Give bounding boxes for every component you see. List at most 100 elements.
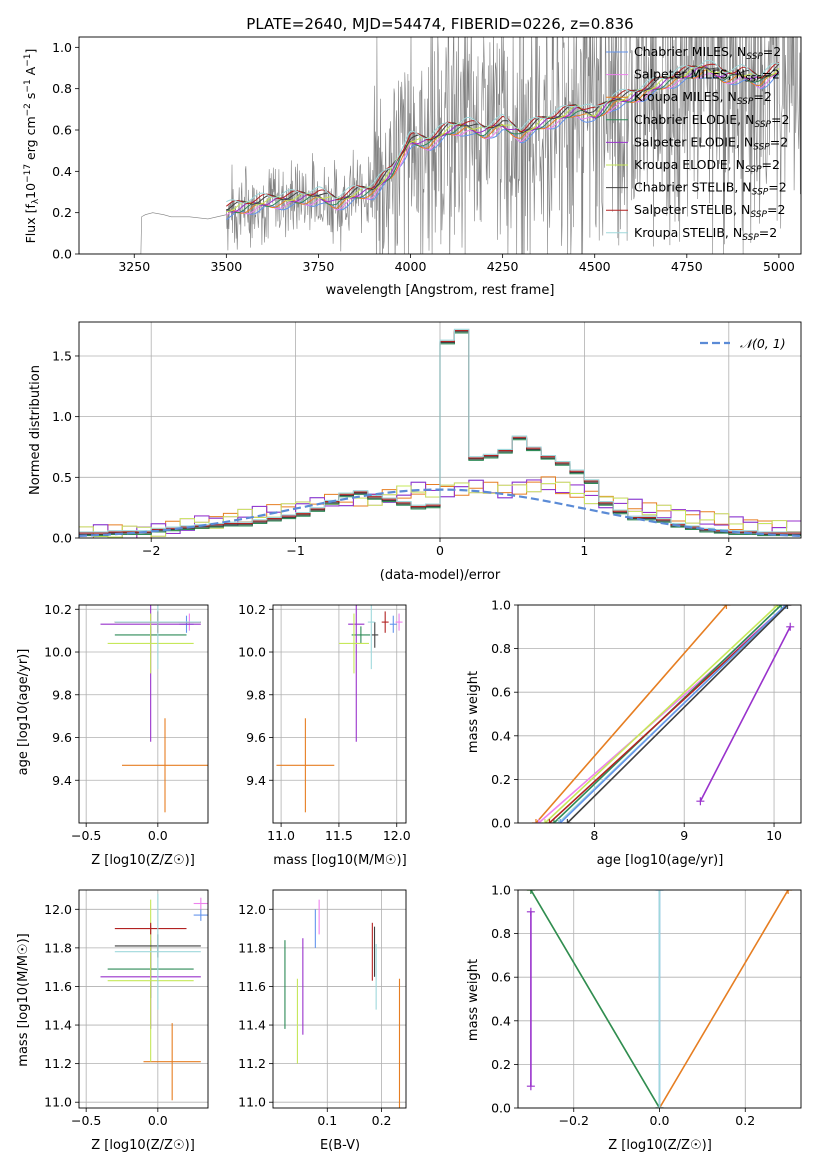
y-label-part: s: [23, 93, 38, 104]
x-tick-label: −1: [286, 543, 304, 558]
x-tick-label: 0.2: [735, 1113, 755, 1128]
axes-frame: [78, 604, 209, 824]
panel-age-vs-Z: −0.5 0.0 9.4 9.6 9.8 10.0 10.2 Z [log10(Z/Z☉)] a…: [16, 602, 209, 868]
legend-nssp-prefix: , N: [737, 112, 754, 127]
weight-marker: [526, 907, 535, 916]
y-axis-label: age [log10(age/yr)]: [16, 649, 31, 776]
legend-nssp-sub: SSP: [752, 188, 769, 198]
legend-nssp-prefix: , N: [736, 134, 753, 149]
x-axis-label: Z [log10(Z/Z☉)]: [91, 853, 195, 868]
axes-frame: [78, 889, 209, 1109]
legend-label: Chabrier ELODIE, NSSP=2: [634, 112, 789, 130]
x-axis-label: wavelength [Angstrom, rest frame]: [326, 283, 555, 298]
weight-marker: [782, 605, 791, 609]
legend-nssp-eq: =: [759, 225, 769, 240]
weight-marker: [531, 819, 540, 823]
y-tick-label: 11.8: [44, 940, 72, 955]
y-axis-label: Normed distribution: [28, 365, 43, 495]
y-axis-label: mass [log10(M/M☉)]: [16, 933, 31, 1066]
x-tick-label: 4500: [579, 259, 611, 274]
x-axis-label: mass [log10(M/M☉)]: [273, 853, 406, 868]
plot-area: [79, 328, 801, 538]
y-tick-label: 0.6: [491, 685, 511, 700]
panel-mass-vs-ebv: 0.1 0.2 11.0 11.2 11.4 11.6 11.8 12.0 E(B-V): [238, 889, 407, 1153]
legend-label: Salpeter ELODIE, NSSP=2: [634, 134, 788, 152]
y-label-part: −17: [23, 164, 33, 183]
weight-lines: [526, 890, 793, 1108]
weight-line-chabrier-miles: [559, 605, 787, 823]
legend-nssp-sub: SSP: [753, 142, 770, 152]
y-tick-label: 0.2: [52, 205, 72, 220]
legend-nssp-prefix: , N: [725, 225, 742, 240]
y-tick-label: 0.6: [491, 970, 511, 985]
y-tick-label: 9.6: [52, 730, 72, 745]
panel-age-vs-mass: 11.0 11.5 12.0 9.4 9.6 9.8 10.0 10.2 mass [log10…: [238, 602, 411, 868]
legend-label: Chabrier STELIB, NSSP=2: [634, 180, 787, 198]
plot-area: [276, 605, 403, 813]
y-label-part: −2: [23, 103, 33, 116]
axes-frame: [78, 321, 802, 539]
panel-residuals: −2 −1 0 1 2 0.0 0.5 1.0 1.5 𝒩(0, 1) (data-model)/e…: [28, 321, 802, 583]
x-tick-label: 8: [590, 828, 598, 843]
weight-marker: [722, 605, 731, 609]
legend-label: Chabrier MILES, NSSP=2: [634, 44, 781, 62]
weight-line-kroupa-elodie: [544, 605, 779, 823]
legend-nssp-value: 2: [781, 112, 789, 127]
y-tick-label: 0.6: [52, 123, 72, 138]
legend-nssp-prefix: , N: [729, 44, 746, 59]
y-label-part: Flux [f: [23, 204, 38, 244]
x-tick-label: 0: [436, 543, 444, 558]
x-tick-label: 4750: [671, 259, 703, 274]
y-tick-label: 0.5: [52, 470, 72, 485]
model-spectrum-chabrier-elodie: [226, 66, 779, 214]
y-tick-label: 12.0: [238, 902, 266, 917]
weight-marker: [783, 605, 792, 609]
plot-area: [526, 890, 793, 1108]
axes-frame: [517, 889, 802, 1109]
y-tick-label: 1.0: [491, 598, 511, 613]
x-tick-label: 4250: [487, 259, 519, 274]
x-tick-label: 2: [725, 543, 733, 558]
errorbars: [100, 605, 208, 813]
y-tick-label: 0.4: [52, 164, 72, 179]
y-axis-label: mass weight: [466, 671, 481, 753]
panel-spectrum: 3250 3500 3750 4000 4250 4500 4750 5000 0.0 0.2 0.…: [23, 36, 802, 298]
x-tick-label: 1: [580, 543, 588, 558]
x-tick-label: 11.0: [267, 828, 295, 843]
y-axis-label: Flux [fλ10−17 erg cm−2 s−1 A−1]: [23, 49, 41, 244]
x-axis-label: Z [log10(Z/Z☉)]: [91, 1138, 195, 1153]
legend-name: Kroupa MILES: [634, 89, 720, 104]
legend-nssp-prefix: , N: [719, 89, 736, 104]
x-tick-label: 11.5: [325, 828, 353, 843]
legend-label: Kroupa STELIB, NSSP=2: [634, 225, 777, 243]
legend-name: Salpeter STELIB: [634, 202, 733, 217]
plot-area: [100, 893, 208, 1101]
y-tick-label: 10.0: [44, 645, 72, 660]
y-tick-label: 9.8: [52, 687, 72, 702]
y-tick-label: 11.4: [44, 1018, 72, 1033]
weight-marker: [526, 1082, 535, 1091]
y-tick-label: 11.6: [238, 979, 266, 994]
errorbars: [276, 605, 403, 813]
legend-nssp-value: 2: [779, 180, 787, 195]
x-tick-label: −2: [142, 543, 160, 558]
y-tick-label: 0.2: [491, 772, 511, 787]
weight-marker: [655, 890, 664, 894]
model-spectrum-kroupa-elodie: [226, 65, 780, 213]
weight-marker: [777, 605, 786, 609]
y-tick-label: 0.4: [491, 728, 511, 743]
y-axis-label: mass weight: [466, 959, 481, 1041]
weight-line-chabrier-stelib: [566, 605, 789, 823]
weight-marker: [549, 819, 558, 823]
weight-marker: [696, 797, 705, 806]
y-tick-label: 10.2: [44, 602, 72, 617]
y-tick-label: 0.0: [52, 531, 72, 546]
legend-nssp-prefix: , N: [728, 67, 745, 82]
y-tick-label: 0.8: [491, 926, 511, 941]
legend-label: Salpeter STELIB, NSSP=2: [634, 202, 785, 220]
x-tick-label: 4000: [395, 259, 427, 274]
y-label-part: ]: [23, 49, 38, 54]
legend-nssp-sub: SSP: [750, 210, 767, 220]
legend-nssp-sub: SSP: [742, 233, 759, 243]
